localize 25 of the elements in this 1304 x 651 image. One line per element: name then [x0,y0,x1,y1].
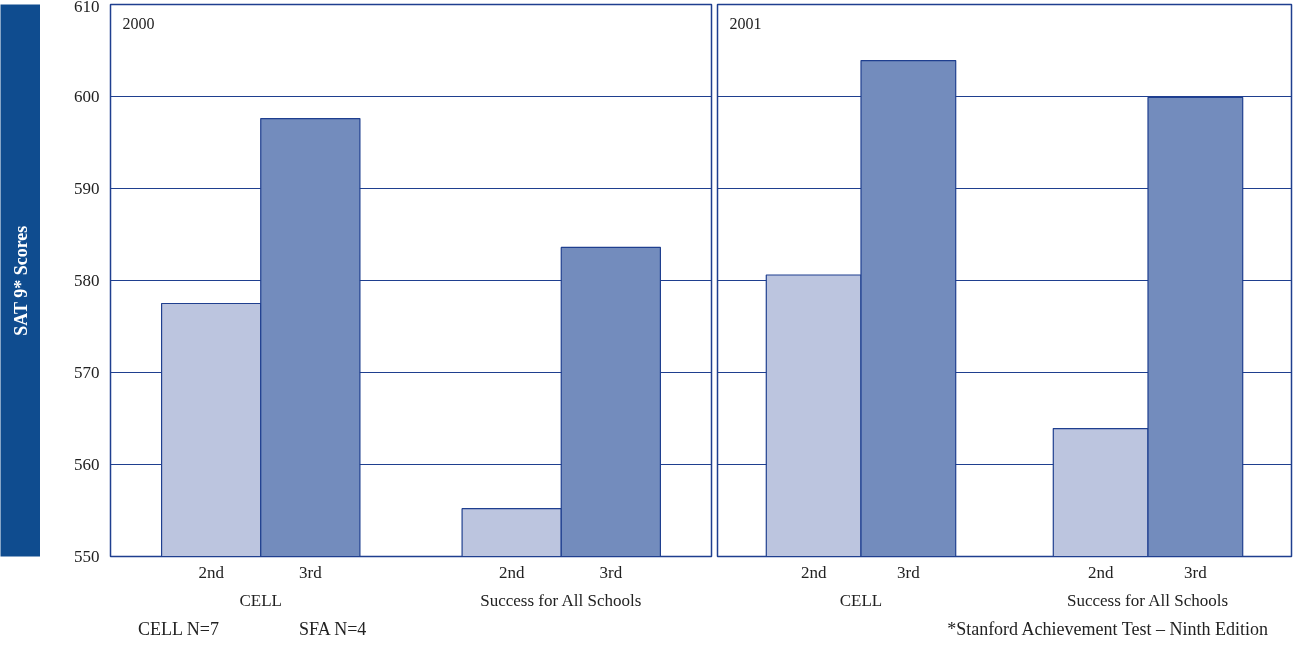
text: 3rd [599,562,623,582]
x-tick-label: CELL [239,590,282,610]
series-label: 2nd [198,562,225,582]
text: *Stanford Achievement Test – Ninth Edition [947,618,1268,641]
y-tick-label: 600 [74,87,100,106]
text: CELL N=7 [138,619,219,639]
y-tick-label: 580 [74,271,100,290]
series-label: 3rd [897,562,921,582]
y-tick-label: 570 [74,363,100,382]
y-tick-label: 610 [74,0,100,16]
text: 2nd [498,562,525,582]
text: SFA N=4 [298,619,367,639]
x-tick-label: Success for All Schools [1067,590,1229,610]
text: 2nd [1087,562,1114,582]
x-tick-label: CELL [839,590,883,610]
text: 2001 [729,14,762,32]
series-label: 2nd [800,562,827,582]
y-tick-label: 560 [74,455,100,474]
y-tick-label: 590 [74,179,100,198]
text: 3rd [1184,562,1207,582]
y-tick-label: 550 [74,547,100,566]
series-label: 3rd [299,562,323,582]
x-tick-label: Success for All Schools [480,590,642,610]
text: 2000 [122,14,155,32]
y-axis-title: SAT 9* Scores [10,225,31,336]
